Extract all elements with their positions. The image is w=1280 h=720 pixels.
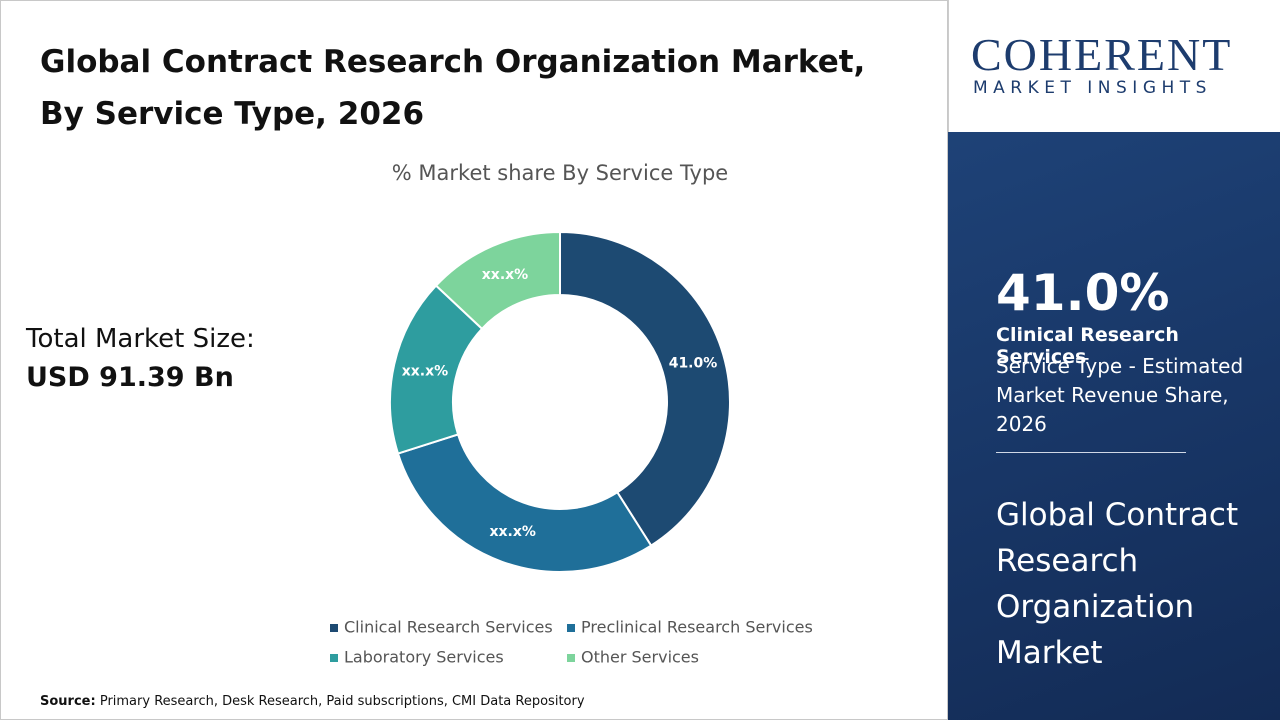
logo: COHERENT MARKET INSIGHTS [948, 0, 1280, 132]
logo-name: COHERENT [971, 29, 1233, 80]
divider [996, 452, 1186, 453]
market-name: Global Contract Research Organization Ma… [996, 497, 1239, 671]
legend-swatch [330, 654, 338, 662]
share-description: Service Type - Estimated Market Revenue … [996, 354, 1244, 436]
source-text: Primary Research, Desk Research, Paid su… [99, 694, 585, 709]
page-title: Global Contract Research Organization Ma… [40, 36, 865, 140]
value-label: xx.x% [402, 363, 448, 379]
legend-label: Preclinical Research Services [581, 618, 813, 637]
value-label: xx.x% [489, 524, 535, 540]
legend-swatch [567, 624, 575, 632]
chart-title: % Market share By Service Type [392, 161, 728, 185]
market-size-label: Total Market Size: [26, 324, 255, 354]
title-line: By Service Type, 2026 [40, 96, 425, 132]
market-size-value: USD 91.39 Bn [26, 362, 234, 393]
legend-swatch [330, 624, 338, 632]
chart: % Market share By Service Type 41.0% xx.x… [330, 161, 813, 667]
legend-label: Laboratory Services [344, 648, 504, 667]
source: Source: Primary Research, Desk Research,… [40, 694, 585, 709]
donut-slice [434, 230, 561, 331]
donut-slice [396, 433, 653, 573]
side-panel: 41.0% Clinical Research Services Service… [948, 132, 1280, 720]
legend-label: Other Services [581, 648, 699, 667]
logo-tagline: MARKET INSIGHTS [973, 78, 1212, 98]
segment-name: Clinical Research Services [996, 324, 1179, 368]
legend-label: Clinical Research Services [344, 618, 553, 637]
share-value: 41.0% [996, 264, 1170, 322]
legend-swatch [567, 654, 575, 662]
source-label: Source: [40, 694, 96, 709]
donut-slice [559, 230, 732, 547]
value-label: xx.x% [482, 267, 528, 283]
title-line: Global Contract Research Organization Ma… [40, 44, 866, 80]
value-label: 41.0% [669, 355, 718, 371]
